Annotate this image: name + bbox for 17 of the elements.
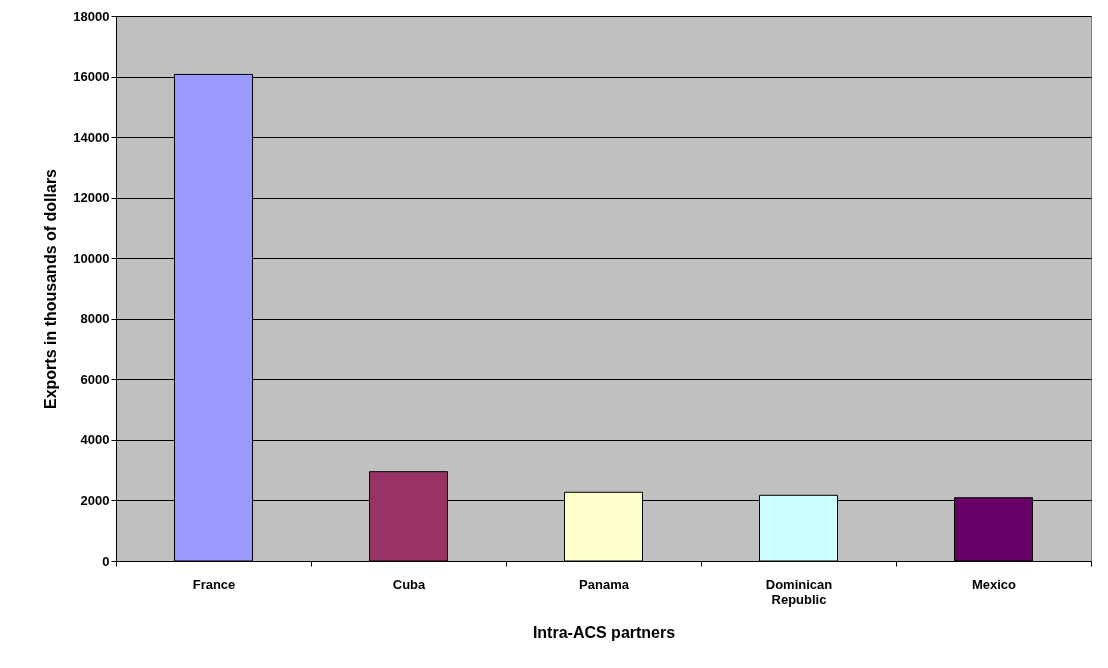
x-tick-label: Mexico	[971, 576, 1017, 592]
y-tick-label: 6000	[80, 371, 110, 387]
x-tick-label: Panama	[579, 576, 630, 592]
y-tick-label: 4000	[80, 432, 110, 448]
x-tick-label: France	[192, 576, 236, 592]
x-tick-label: Cuba	[392, 576, 427, 592]
x-tick-label: Dominican Republic	[765, 576, 833, 607]
y-tick-label: 10000	[73, 250, 110, 266]
y-tick-label: 0	[102, 553, 110, 569]
y-tick-label: 16000	[73, 69, 110, 85]
y-tick-label: 18000	[73, 8, 110, 24]
x-axis-title: Intra-ACS partners	[532, 623, 676, 641]
y-tick-label: 14000	[73, 129, 110, 145]
y-tick-label: 8000	[80, 311, 110, 327]
y-axis-title: Exports in thousands of dollars	[42, 168, 60, 410]
y-tick-label: 2000	[80, 492, 110, 508]
y-tick-label: 12000	[73, 190, 110, 206]
